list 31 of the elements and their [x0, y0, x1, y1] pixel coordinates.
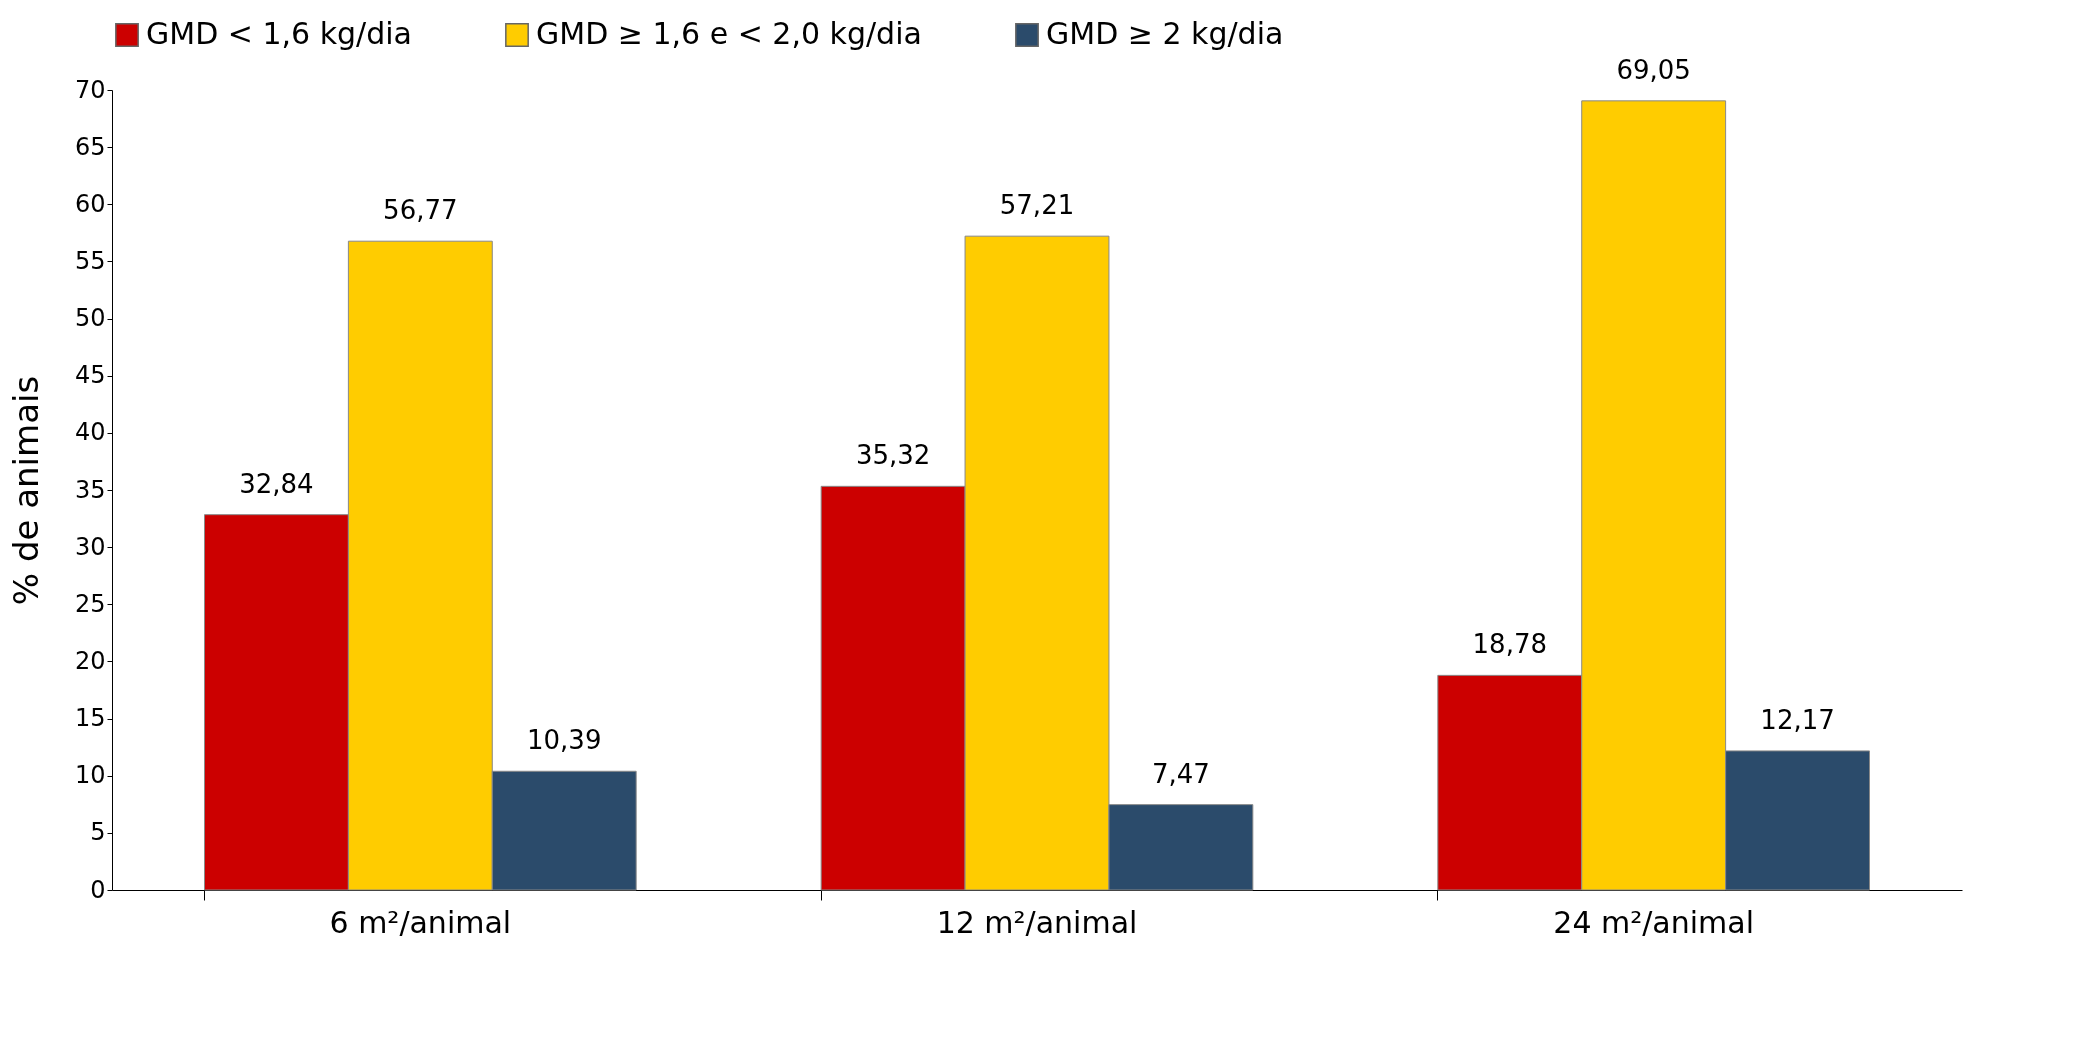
y-tick-label: 50: [74, 304, 106, 333]
y-tick-label: 0: [90, 875, 106, 904]
data-label: 18,78: [1472, 629, 1547, 660]
legend-label: GMD ≥ 1,6 e < 2,0 kg/dia: [536, 16, 922, 51]
data-label: 69,05: [1616, 54, 1691, 85]
data-label: 12,17: [1760, 704, 1835, 735]
x-tick-label: 24 m²/animal: [1553, 904, 1755, 940]
y-tick-label: 70: [74, 75, 106, 104]
y-tick-label: 20: [74, 646, 106, 675]
y-tick-label: 10: [74, 761, 106, 790]
y-tick-label: 30: [74, 532, 106, 561]
y-tick-label: 5: [90, 818, 106, 847]
y-tick-label: 35: [74, 475, 106, 504]
y-tick-label: 25: [74, 589, 106, 618]
data-label: 10,39: [527, 725, 602, 756]
x-tick-label: 6 m²/animal: [329, 904, 512, 940]
y-tick-label: 60: [74, 189, 106, 218]
data-label: 35,32: [855, 440, 931, 471]
data-label: 56,77: [383, 195, 458, 226]
data-label: 7,47: [1151, 758, 1210, 789]
y-tick-label: 55: [74, 246, 106, 275]
data-label: 57,21: [999, 190, 1075, 221]
data-label: 32,84: [239, 468, 314, 499]
y-tick-label: 45: [74, 361, 106, 390]
legend-label: GMD ≥ 2 kg/dia: [1046, 16, 1284, 51]
y-tick-label: 15: [74, 704, 106, 733]
x-tick-label: 12 m²/animal: [936, 904, 1138, 940]
y-axis-title: % de animais: [5, 375, 46, 606]
y-tick-label: 65: [74, 132, 106, 161]
legend-label: GMD < 1,6 kg/dia: [146, 16, 412, 51]
y-tick-label: 40: [74, 418, 106, 447]
